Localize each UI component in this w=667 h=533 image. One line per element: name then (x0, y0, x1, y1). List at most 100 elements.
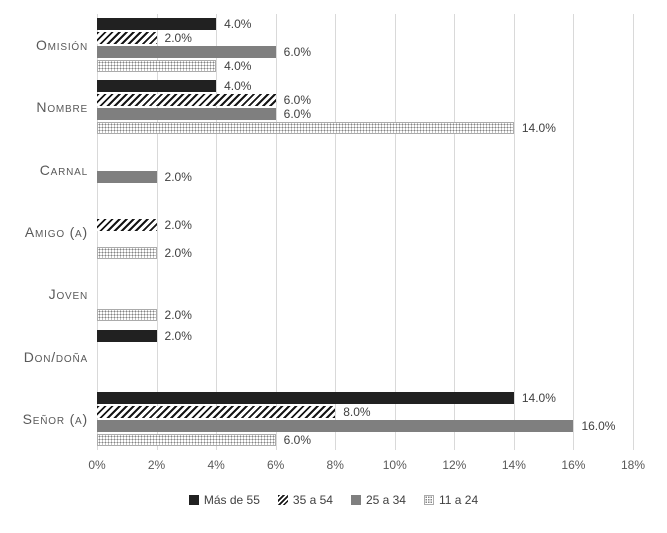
x-tick-label: 10% (382, 458, 407, 472)
bar (97, 218, 157, 231)
bar (97, 170, 157, 183)
data-label: 2.0% (164, 217, 192, 232)
bar-slot: 8.0% (97, 404, 633, 419)
legend-item: 11 a 24 (423, 493, 479, 507)
legend-label: 35 a 54 (292, 493, 333, 507)
x-tick-label: 12% (442, 458, 467, 472)
x-tick-label: 8% (326, 458, 344, 472)
legend: Más de 55 35 a 54 25 a 34 11 a 24 (0, 493, 667, 507)
bar-slot (97, 157, 633, 169)
x-tick-label: 18% (620, 458, 646, 472)
gridline (394, 14, 396, 450)
bar-slot: 2.0% (97, 309, 633, 322)
bar (97, 309, 157, 322)
bar (97, 405, 336, 418)
bar (97, 329, 157, 342)
legend-item: 25 a 34 (350, 493, 406, 507)
legend-label: 25 a 34 (365, 493, 406, 507)
data-label: 2.0% (164, 31, 192, 46)
bar-slot: 2.0% (97, 245, 633, 260)
bar (97, 419, 574, 432)
gridline (275, 14, 277, 450)
category-label: Don/doña (23, 348, 88, 365)
gridline (335, 14, 337, 450)
legend-item: Más de 55 (188, 493, 260, 507)
data-label: 6.0% (283, 45, 312, 60)
bar (97, 46, 276, 59)
category-label: Omisión (35, 37, 88, 54)
bar-slot (97, 344, 633, 356)
bar-slot (97, 295, 633, 307)
category-label: Señor (a) (22, 410, 88, 427)
gridline (454, 14, 456, 450)
bar-slot: 4.0% (97, 59, 633, 74)
bar (97, 433, 276, 446)
legend-swatch-icon (188, 495, 199, 505)
data-label: 4.0% (224, 59, 252, 74)
bar-slot: 6.0% (97, 93, 633, 108)
data-label: 6.0% (283, 432, 312, 447)
data-label: 14.0% (521, 390, 556, 405)
bar (97, 108, 276, 121)
legend-swatch-icon (423, 495, 434, 505)
bar-slot: 4.0% (97, 79, 633, 94)
legend-swatch-icon (350, 495, 361, 505)
legend-label: 11 a 24 (438, 493, 479, 507)
category-label: Joven (48, 286, 88, 303)
x-axis: 0% 2% 4% 6% 8% 10% 12% 14% 16% 18% (88, 458, 645, 474)
x-tick-label: 14% (501, 458, 526, 472)
gridline (216, 14, 218, 450)
bar-slot: 2.0% (97, 217, 633, 232)
x-tick-label: 6% (266, 458, 285, 472)
bar-slot (97, 372, 633, 384)
bar-slot: 2.0% (97, 329, 633, 342)
bar-slot: 4.0% (97, 17, 633, 32)
data-label: 6.0% (283, 93, 312, 108)
bar (97, 32, 157, 45)
gridline (633, 14, 634, 450)
category-label: Amigo (a) (24, 223, 88, 240)
bar-slot: 6.0% (97, 432, 633, 447)
bar-slot: 2.0% (97, 169, 633, 184)
data-label: 8.0% (343, 404, 371, 419)
x-tick-label: 2% (147, 458, 166, 472)
category-row: 2.0% 2.0% (97, 201, 633, 263)
data-label: 2.0% (164, 245, 192, 260)
bar-slot (97, 143, 633, 155)
bar (97, 391, 514, 404)
data-label: 4.0% (224, 17, 252, 32)
category-label: Carnal (39, 161, 88, 178)
bar-slot (97, 205, 633, 217)
data-label: 14.0% (521, 121, 556, 136)
plot-area: 4.0% 2.0% 6.0% 4.0% 4.0% 6.0% 6.0% 14.0% 2.0% 2.0… (97, 14, 634, 450)
bar (97, 94, 276, 107)
gridline (513, 14, 515, 450)
bar-slot: 14.0% (97, 390, 633, 405)
gridline (156, 14, 158, 450)
legend-swatch-icon (277, 495, 288, 505)
bar (97, 246, 157, 259)
data-label: 4.0% (224, 79, 252, 94)
x-tick-label: 4% (207, 458, 225, 472)
y-axis-category-labels: Omisión Nombre Carnal Amigo (a) Joven Don/doñ… (0, 14, 88, 450)
gridline (573, 14, 575, 450)
data-label: 16.0% (581, 418, 616, 433)
legend-item: 35 a 54 (277, 493, 333, 507)
x-tick-label: 16% (561, 458, 586, 472)
bar-slot (97, 185, 633, 197)
bar-slot: 2.0% (97, 31, 633, 46)
bar-slot: 6.0% (97, 45, 633, 60)
data-label: 2.0% (164, 169, 192, 184)
category-row: 2.0% (97, 325, 633, 387)
bar (97, 18, 217, 31)
category-row: 4.0% 2.0% 6.0% 4.0% (97, 14, 633, 76)
bar-slot (97, 267, 633, 279)
category-row: 4.0% 6.0% 6.0% 14.0% (97, 76, 633, 138)
category-row: 2.0% (97, 139, 633, 201)
bar-slot (97, 281, 633, 293)
gridline (97, 14, 98, 450)
data-label: 6.0% (283, 107, 312, 122)
bar-slot (97, 233, 633, 245)
bar-rows: 4.0% 2.0% 6.0% 4.0% 4.0% 6.0% 6.0% 14.0% 2.0% 2.0… (97, 14, 633, 450)
